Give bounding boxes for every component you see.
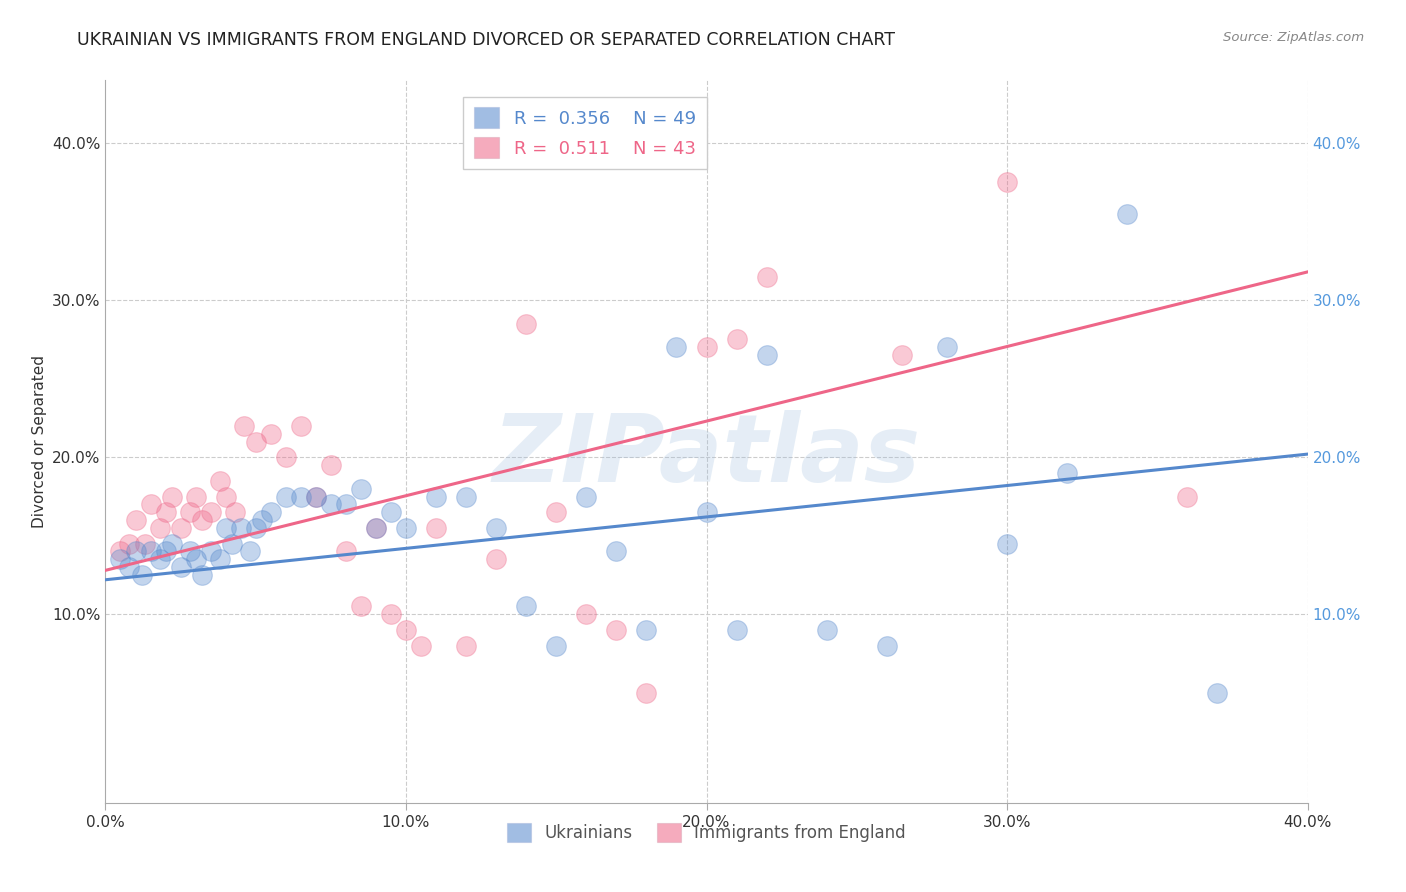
Point	[232, 418, 254, 433]
Point	[546, 639, 568, 653]
Y-axis label: Divorced or Separated: Divorced or Separated	[31, 355, 46, 528]
Point	[515, 599, 537, 614]
Point	[155, 544, 177, 558]
Point	[290, 418, 312, 433]
Text: UKRAINIAN VS IMMIGRANTS FROM ENGLAND DIVORCED OR SEPARATED CORRELATION CHART: UKRAINIAN VS IMMIGRANTS FROM ENGLAND DIV…	[77, 31, 896, 49]
Point	[636, 686, 658, 700]
Point	[1177, 490, 1199, 504]
Point	[1116, 207, 1139, 221]
Point	[229, 521, 252, 535]
Text: ZIPatlas: ZIPatlas	[492, 410, 921, 502]
Point	[755, 348, 778, 362]
Point	[305, 490, 328, 504]
Point	[139, 544, 162, 558]
Point	[118, 536, 141, 550]
Point	[208, 552, 231, 566]
Point	[575, 607, 598, 622]
Point	[179, 544, 201, 558]
Point	[124, 544, 146, 558]
Point	[160, 490, 183, 504]
Point	[515, 317, 537, 331]
Point	[148, 521, 170, 535]
Point	[118, 560, 141, 574]
Point	[995, 175, 1018, 189]
Point	[425, 490, 447, 504]
Point	[148, 552, 170, 566]
Point	[725, 333, 748, 347]
Point	[200, 544, 222, 558]
Point	[335, 497, 357, 511]
Point	[485, 521, 508, 535]
Point	[214, 521, 236, 535]
Point	[575, 490, 598, 504]
Point	[456, 639, 478, 653]
Point	[755, 269, 778, 284]
Point	[725, 623, 748, 637]
Point	[364, 521, 387, 535]
Point	[665, 340, 688, 354]
Point	[190, 513, 212, 527]
Point	[395, 623, 418, 637]
Point	[139, 497, 162, 511]
Point	[485, 552, 508, 566]
Point	[995, 536, 1018, 550]
Point	[221, 536, 243, 550]
Point	[380, 505, 402, 519]
Point	[364, 521, 387, 535]
Point	[876, 639, 898, 653]
Point	[208, 474, 231, 488]
Legend: Ukrainians, Immigrants from England: Ukrainians, Immigrants from England	[501, 816, 912, 848]
Point	[274, 490, 297, 504]
Point	[319, 497, 342, 511]
Text: Source: ZipAtlas.com: Source: ZipAtlas.com	[1223, 31, 1364, 45]
Point	[546, 505, 568, 519]
Point	[260, 426, 283, 441]
Point	[936, 340, 959, 354]
Point	[380, 607, 402, 622]
Point	[409, 639, 432, 653]
Point	[1206, 686, 1229, 700]
Point	[169, 521, 191, 535]
Point	[456, 490, 478, 504]
Point	[290, 490, 312, 504]
Point	[169, 560, 191, 574]
Point	[395, 521, 418, 535]
Point	[245, 434, 267, 449]
Point	[200, 505, 222, 519]
Point	[605, 623, 627, 637]
Point	[335, 544, 357, 558]
Point	[605, 544, 627, 558]
Point	[815, 623, 838, 637]
Point	[319, 458, 342, 472]
Point	[350, 482, 373, 496]
Point	[179, 505, 201, 519]
Point	[124, 513, 146, 527]
Point	[190, 568, 212, 582]
Point	[110, 552, 132, 566]
Point	[274, 450, 297, 465]
Point	[155, 505, 177, 519]
Point	[260, 505, 283, 519]
Point	[696, 505, 718, 519]
Point	[350, 599, 373, 614]
Point	[134, 536, 156, 550]
Point	[224, 505, 246, 519]
Point	[696, 340, 718, 354]
Point	[214, 490, 236, 504]
Point	[184, 490, 207, 504]
Point	[1056, 466, 1078, 480]
Point	[305, 490, 328, 504]
Point	[250, 513, 273, 527]
Point	[160, 536, 183, 550]
Point	[425, 521, 447, 535]
Point	[239, 544, 262, 558]
Point	[636, 623, 658, 637]
Point	[245, 521, 267, 535]
Point	[184, 552, 207, 566]
Point	[131, 568, 153, 582]
Point	[890, 348, 912, 362]
Point	[110, 544, 132, 558]
